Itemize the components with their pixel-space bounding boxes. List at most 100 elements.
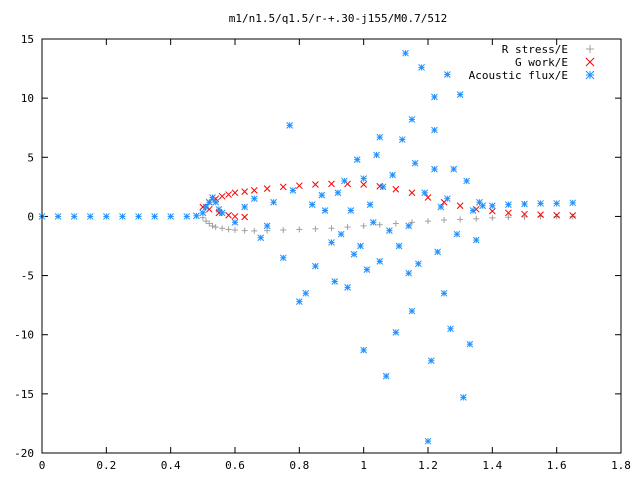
point-2 [488, 202, 496, 210]
point-2 [363, 266, 371, 274]
point-2 [456, 91, 464, 98]
point-2 [463, 177, 470, 185]
point-2 [337, 230, 345, 238]
point-2 [151, 213, 158, 220]
point-0 [212, 224, 219, 231]
x-tick-label: 0.2 [96, 459, 116, 472]
point-1 [295, 182, 303, 190]
series-1 [199, 180, 577, 221]
chart-title: m1/n1.5/q1.5/r-+.30-j155/M0.7/512 [229, 12, 448, 25]
point-2 [505, 201, 512, 208]
point-0 [521, 213, 528, 220]
point-2 [443, 195, 451, 203]
point-0 [225, 226, 232, 233]
point-2 [398, 136, 406, 143]
series-2 [38, 49, 577, 445]
y-tick-label: 15 [21, 33, 34, 46]
point-2 [447, 325, 454, 333]
point-2 [286, 121, 294, 129]
y-tick-label: -10 [14, 329, 34, 342]
y-tick-label: 10 [21, 92, 34, 105]
y-tick-label: -5 [21, 270, 34, 283]
plus-marker [586, 45, 594, 53]
point-2 [553, 200, 561, 207]
point-2 [353, 156, 361, 164]
data-marks [38, 49, 577, 445]
point-2 [389, 171, 396, 179]
point-0 [569, 213, 576, 220]
point-1 [225, 211, 232, 219]
point-2 [331, 278, 339, 285]
y-tick-label: -20 [14, 447, 34, 460]
point-2 [466, 340, 474, 348]
point-0 [473, 215, 480, 222]
point-1 [218, 192, 226, 200]
point-2 [263, 222, 271, 230]
point-0 [209, 222, 216, 229]
point-1 [553, 211, 561, 219]
point-2 [70, 213, 78, 220]
point-2 [212, 198, 220, 206]
point-1 [241, 188, 249, 195]
point-2 [405, 269, 413, 277]
point-1 [521, 210, 528, 218]
point-1 [569, 212, 577, 219]
point-2 [86, 213, 94, 220]
axis-ticks: 0 0.2 0.4 0.6 0.8 1 1.2 1.4 1.6 1.8 15 10 5 0 -5 -10 -15… [14, 33, 631, 472]
point-2 [414, 260, 422, 268]
point-0 [360, 222, 367, 229]
point-2 [427, 357, 435, 365]
point-2 [521, 200, 528, 208]
x-tick-label: 0.6 [225, 459, 245, 472]
point-2 [135, 213, 142, 220]
y-tick-label: 5 [27, 151, 34, 164]
point-2 [411, 159, 419, 167]
point-2 [431, 126, 438, 134]
point-2 [279, 254, 287, 262]
point-2 [241, 203, 249, 211]
point-0 [232, 227, 238, 234]
point-2 [369, 218, 377, 226]
point-2 [341, 177, 348, 185]
point-1 [328, 180, 335, 188]
point-2 [119, 213, 126, 220]
point-2 [312, 262, 319, 270]
point-2 [199, 209, 207, 217]
point-1 [312, 181, 319, 188]
point-2 [408, 307, 416, 315]
cross-marker [585, 57, 595, 67]
point-2 [257, 234, 265, 242]
point-2 [537, 200, 544, 207]
point-2 [54, 213, 62, 220]
legend-label: R stress/E [502, 43, 568, 56]
x-tick-label: 1 [360, 459, 367, 472]
point-0 [280, 227, 287, 234]
point-0 [376, 221, 383, 228]
point-2 [295, 298, 303, 305]
point-0 [206, 220, 213, 227]
point-2 [321, 207, 329, 214]
y-tick-label: 0 [27, 210, 34, 223]
point-1 [392, 185, 400, 193]
x-tick-label: 0.8 [289, 459, 309, 472]
point-2 [453, 230, 461, 238]
point-0 [392, 220, 399, 227]
point-0 [344, 224, 351, 231]
point-2 [360, 175, 368, 182]
point-2 [183, 213, 191, 220]
x-tick-label: 0 [39, 459, 46, 472]
point-2 [450, 165, 458, 173]
point-2 [308, 201, 316, 208]
point-0 [489, 214, 496, 221]
point-0 [425, 218, 431, 225]
point-2 [479, 202, 487, 210]
point-2 [431, 165, 438, 173]
point-2 [167, 213, 175, 220]
series-0 [199, 213, 576, 234]
point-2 [357, 242, 364, 250]
point-2 [402, 49, 409, 57]
point-1 [424, 194, 432, 201]
point-1 [250, 187, 258, 194]
point-2 [102, 213, 110, 220]
point-2 [386, 227, 393, 234]
